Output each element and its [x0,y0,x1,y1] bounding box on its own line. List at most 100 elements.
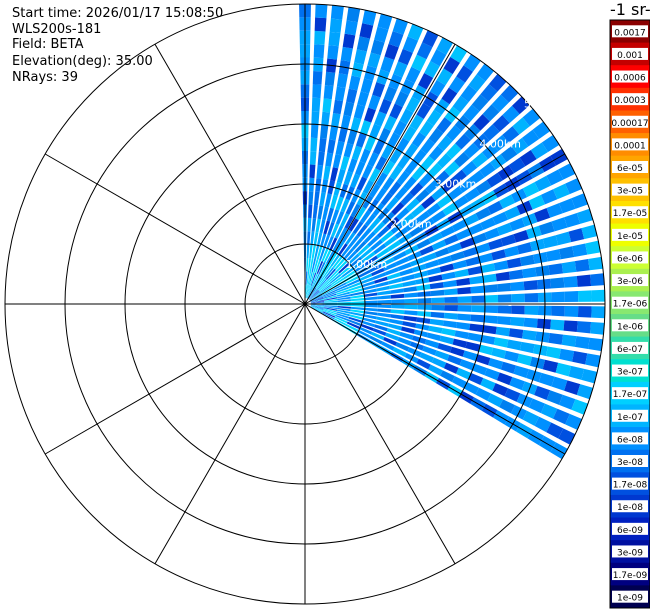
range-gate [512,117,530,135]
range-ring-label: 2.00km [390,218,432,231]
range-gate [336,313,350,319]
range-gate [324,305,338,308]
range-gate [376,290,391,296]
range-gate [454,268,469,278]
range-gate [399,331,414,340]
ray [305,5,344,299]
range-gate [470,285,485,294]
colorbar-label: 1.7e-05 [613,209,648,219]
range-gate [555,362,572,377]
range-gate [415,210,431,224]
range-gate [497,294,512,303]
range-gate [404,143,419,159]
range-gate [336,309,351,314]
range-gate [312,70,323,85]
range-gate [315,276,325,289]
range-gate [336,291,350,297]
range-gate [455,367,471,380]
range-gate [331,209,340,224]
colorbar-label: 1e-05 [617,232,643,242]
range-gate [330,275,343,286]
range-gate [484,227,500,240]
range-gate [357,329,371,339]
range-gate [350,306,365,311]
range-gate [425,179,440,194]
range-gate [456,65,473,83]
range-gate [429,318,444,326]
colorbar-label: 6e-05 [617,164,643,174]
range-gate [323,265,333,278]
range-gate [385,332,399,341]
range-gate [522,410,540,426]
range-gate [350,203,361,218]
colorbar-label: 0.0001 [614,141,646,151]
range-gate [351,237,363,251]
range-gate [353,104,366,120]
range-gate [420,155,435,171]
range-gate [559,246,575,260]
range-gate [581,368,598,384]
range-gate [546,203,563,218]
range-gate [310,124,319,139]
range-gate [387,132,401,148]
ray [309,121,551,301]
range-gate [574,336,590,349]
range-gate [323,220,331,235]
range-gate [363,288,377,294]
range-gate [310,306,323,313]
range-gate [343,101,355,117]
range-gate [372,328,387,336]
range-gate [356,36,371,52]
colorbar-label-bg [612,251,648,264]
range-gate [346,279,360,287]
range-gate [326,207,334,222]
range-gate [341,267,354,278]
range-gate [436,153,452,169]
range-gate [389,103,403,120]
range-gate [445,143,462,159]
colorbar-label-bg [612,161,648,173]
range-gate [305,284,307,299]
range-gate [437,255,452,265]
range-gate [339,265,352,276]
range-gate [443,288,458,296]
range-gate [377,304,392,309]
range-gate [310,231,315,246]
range-gate [350,291,364,297]
range-gate [499,399,516,414]
ray [309,134,560,301]
range-gate [391,299,405,304]
range-gate [467,332,483,342]
range-gate [355,206,367,221]
colorbar-label: 1e-08 [617,503,643,513]
range-gate [572,351,588,365]
range-gate [469,275,484,285]
colorbar-label: 6e-09 [617,526,643,536]
range-gate [487,393,504,408]
range-gate [402,126,417,142]
range-gate [441,178,457,193]
range-gate [350,173,361,188]
range-gate [351,304,365,307]
range-gate [378,98,392,115]
range-gate [334,316,348,324]
range-gate [323,85,334,100]
colorbar-label: 6e-06 [617,254,643,264]
range-gate [591,306,605,319]
range-gate [337,296,351,301]
range-gate [447,242,462,254]
azimuth-spoke [304,303,566,455]
ray [308,73,507,300]
range-gate [363,231,376,244]
range-gate [400,192,414,206]
range-gate [325,268,336,280]
range-gate [308,287,317,300]
range-gate [322,312,335,320]
range-gate [316,232,323,247]
polar-grid [4,3,606,605]
range-gate [576,321,592,334]
range-gate [348,316,363,323]
range-gate [372,81,386,98]
range-gate [362,251,376,263]
range-gate [305,271,308,285]
